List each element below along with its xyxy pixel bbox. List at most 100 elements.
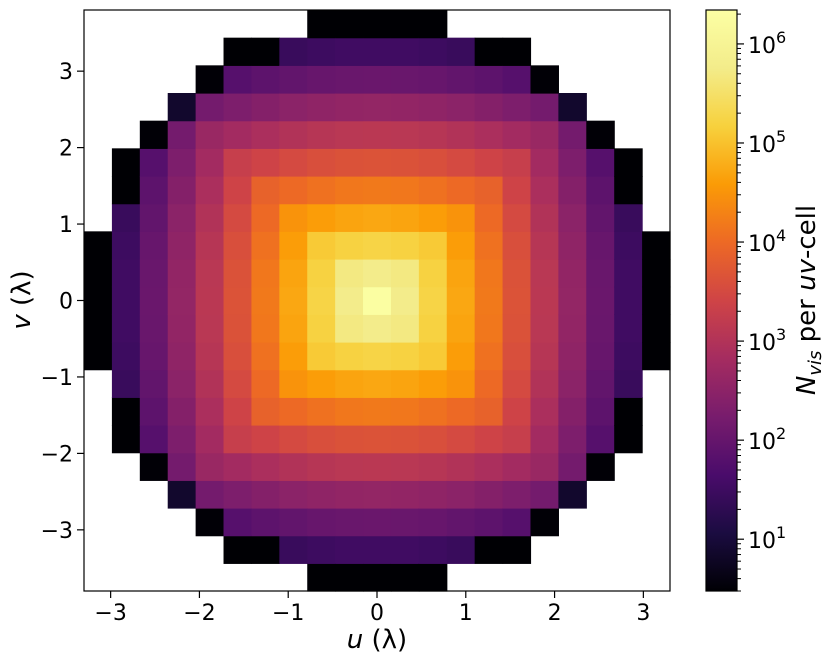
heatmap-cell xyxy=(307,397,336,426)
x-tick-label: 1 xyxy=(459,601,473,626)
heatmap-cell xyxy=(390,342,420,371)
heatmap-cell xyxy=(474,425,504,454)
heatmap-cell xyxy=(418,37,448,66)
colorbar-label: Nvis per uv-cell xyxy=(792,205,826,395)
heatmap-cell xyxy=(251,231,280,260)
heatmap-cell xyxy=(502,397,532,426)
heatmap-cell xyxy=(558,148,587,177)
heatmap-cell xyxy=(418,286,448,315)
heatmap-cell xyxy=(139,425,169,454)
heatmap-cell xyxy=(307,480,336,509)
heatmap-cell xyxy=(167,176,197,205)
heatmap-cell xyxy=(586,314,615,343)
y-tick-label: 3 xyxy=(59,60,73,85)
heatmap-cell xyxy=(223,286,253,315)
heatmap-cell xyxy=(279,480,308,509)
heatmap-cell xyxy=(111,397,141,426)
heatmap-cell xyxy=(418,65,448,94)
heatmap-cell xyxy=(446,508,476,537)
heatmap-cell xyxy=(642,231,671,260)
heatmap-cell xyxy=(223,120,253,149)
heatmap-cell xyxy=(530,93,559,122)
heatmap-cell xyxy=(139,176,169,205)
heatmap-cell xyxy=(586,231,615,260)
heatmap-cell xyxy=(418,563,448,592)
heatmap-cell xyxy=(335,93,364,122)
heatmap-cell xyxy=(111,425,141,454)
heatmap-cell xyxy=(223,176,253,205)
heatmap-cell xyxy=(586,176,615,205)
heatmap-cell xyxy=(195,397,225,426)
heatmap-cell xyxy=(446,286,476,315)
heatmap-cell xyxy=(111,342,141,371)
heatmap-cell xyxy=(223,203,253,232)
heatmap-cell xyxy=(390,176,420,205)
heatmap-cell xyxy=(502,452,532,481)
heatmap-cell xyxy=(614,259,643,288)
colorbar-tick-label: 105 xyxy=(748,127,786,158)
heatmap-cell xyxy=(502,120,532,149)
heatmap-cell xyxy=(502,480,532,509)
heatmap-cell xyxy=(195,120,225,149)
heatmap-cell xyxy=(307,231,336,260)
heatmap-cell xyxy=(251,480,280,509)
x-tick-label: 3 xyxy=(636,601,650,626)
heatmap-cell xyxy=(502,259,532,288)
heatmap-cell xyxy=(502,314,532,343)
heatmap-cell xyxy=(167,452,197,481)
heatmap-cell xyxy=(251,535,280,564)
heatmap-cell xyxy=(251,508,280,537)
heatmap-cell xyxy=(558,369,587,398)
heatmap-cell xyxy=(418,203,448,232)
heatmap-cell xyxy=(307,425,336,454)
heatmap-cell xyxy=(223,37,253,66)
heatmap-cell xyxy=(111,259,141,288)
y-tick-label: 1 xyxy=(59,213,73,238)
heatmap-cell xyxy=(502,231,532,260)
heatmap-cell xyxy=(530,508,559,537)
heatmap-cell xyxy=(279,535,308,564)
heatmap-cell xyxy=(195,259,225,288)
heatmap-cell xyxy=(418,452,448,481)
heatmap-cell xyxy=(195,176,225,205)
heatmap-cell xyxy=(195,369,225,398)
heatmap-cell xyxy=(363,535,392,564)
heatmap-cell xyxy=(279,397,308,426)
heatmap-cell xyxy=(446,480,476,509)
heatmap-cell xyxy=(390,314,420,343)
heatmap-cell xyxy=(474,480,504,509)
heatmap-cell xyxy=(335,369,364,398)
heatmap-cell xyxy=(251,120,280,149)
heatmap-cell xyxy=(530,342,559,371)
heatmap-cell xyxy=(195,342,225,371)
heatmap-cell xyxy=(614,369,643,398)
heatmap-cell xyxy=(390,397,420,426)
heatmap-cell xyxy=(530,452,559,481)
heatmap-cell xyxy=(446,259,476,288)
heatmap-cell xyxy=(418,480,448,509)
heatmap-cell xyxy=(195,314,225,343)
y-axis-label: v (λ) xyxy=(7,270,37,329)
heatmap-cell xyxy=(363,176,392,205)
heatmap-cell xyxy=(111,369,141,398)
heatmap-cell xyxy=(474,259,504,288)
heatmap-cell xyxy=(363,452,392,481)
heatmap-cell xyxy=(502,203,532,232)
heatmap-cell xyxy=(335,342,364,371)
heatmap-cell xyxy=(363,286,392,315)
heatmap-cell xyxy=(418,148,448,177)
heatmap-cell xyxy=(446,37,476,66)
heatmap-cell xyxy=(307,535,336,564)
heatmap-cell xyxy=(614,231,643,260)
heatmap-cell xyxy=(251,93,280,122)
heatmap-cell xyxy=(558,231,587,260)
heatmap-cell xyxy=(279,148,308,177)
heatmap-cell xyxy=(84,231,113,260)
heatmap-cell xyxy=(614,176,643,205)
heatmap-cell xyxy=(390,10,420,39)
heatmap-cell xyxy=(167,203,197,232)
heatmap-cell xyxy=(614,425,643,454)
heatmap-cell xyxy=(195,452,225,481)
heatmap-cell xyxy=(251,369,280,398)
heatmap-cell xyxy=(223,231,253,260)
